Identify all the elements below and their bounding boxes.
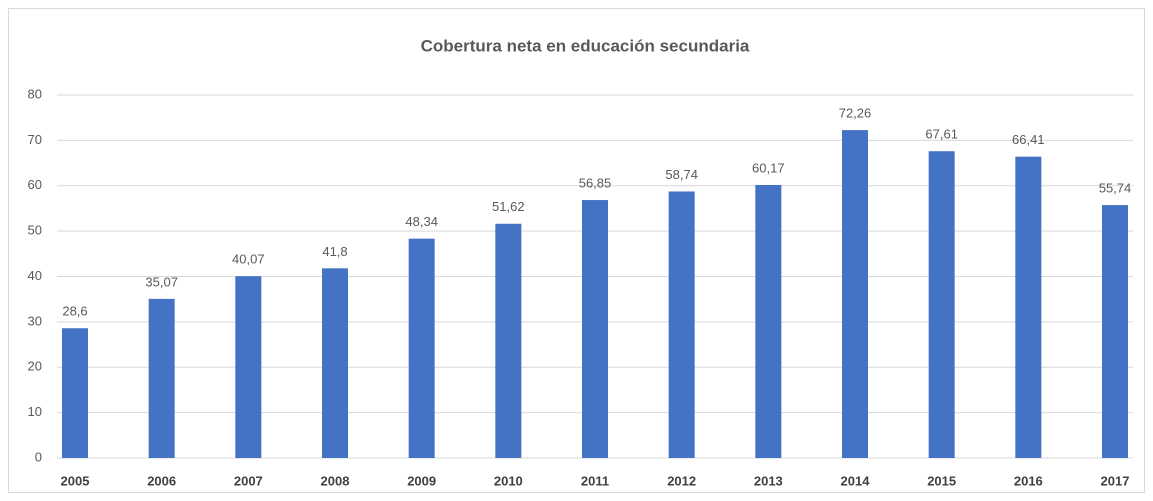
- bar: [62, 328, 88, 458]
- data-label: 40,07: [232, 252, 265, 267]
- x-tick-label: 2009: [407, 473, 436, 488]
- bar: [408, 238, 435, 458]
- x-tick-label: 2013: [754, 473, 783, 488]
- bar: [755, 184, 782, 458]
- bar: [148, 298, 175, 458]
- chart-border: [8, 8, 1145, 493]
- y-tick-label: 0: [35, 449, 42, 464]
- bar: [928, 151, 955, 459]
- x-tick-label: 2012: [667, 473, 696, 488]
- data-label: 58,74: [665, 167, 698, 182]
- bar: [668, 191, 695, 458]
- bar: [495, 223, 522, 458]
- x-tick-label: 2005: [61, 473, 90, 488]
- bar: [582, 200, 608, 458]
- y-tick-label: 70: [28, 132, 42, 147]
- data-label: 55,74: [1099, 181, 1132, 196]
- x-tick-label: 2006: [147, 473, 176, 488]
- data-label: 56,85: [579, 175, 612, 190]
- y-tick-label: 80: [28, 86, 42, 101]
- x-tick-label: 2011: [581, 473, 609, 488]
- y-tick-label: 20: [28, 359, 42, 374]
- data-label: 51,62: [492, 199, 525, 214]
- data-label: 28,6: [62, 304, 87, 319]
- data-label: 72,26: [839, 106, 872, 121]
- x-tick-label: 2015: [927, 473, 956, 488]
- y-tick-label: 60: [28, 177, 42, 192]
- x-tick-label: 2014: [841, 473, 871, 488]
- y-tick-label: 10: [28, 404, 42, 419]
- x-tick-label: 2017: [1101, 473, 1130, 488]
- bar: [842, 130, 868, 459]
- y-tick-label: 40: [28, 268, 42, 283]
- data-label: 41,8: [322, 244, 347, 259]
- x-tick-label: 2008: [321, 473, 350, 488]
- bar: [322, 268, 348, 458]
- x-tick-label: 2016: [1014, 473, 1043, 488]
- bar: [1015, 156, 1042, 459]
- data-label: 48,34: [405, 214, 438, 229]
- data-label: 60,17: [752, 160, 785, 175]
- data-label: 35,07: [145, 274, 178, 289]
- y-tick-label: 50: [28, 223, 42, 238]
- data-label: 67,61: [925, 127, 958, 142]
- data-label: 66,41: [1012, 132, 1045, 147]
- chart-title: Cobertura neta en educación secundaria: [421, 36, 750, 55]
- y-tick-label: 30: [28, 313, 42, 328]
- bar: [235, 276, 262, 458]
- x-tick-label: 2010: [494, 473, 523, 488]
- x-tick-label: 2007: [234, 473, 263, 488]
- bar: [1102, 205, 1128, 458]
